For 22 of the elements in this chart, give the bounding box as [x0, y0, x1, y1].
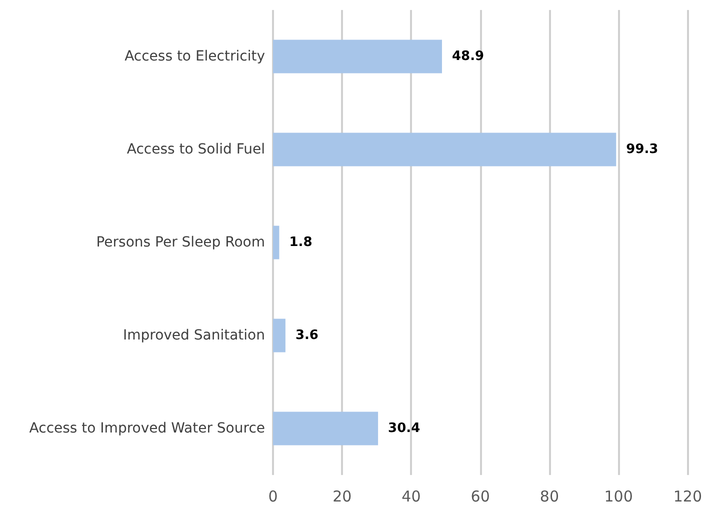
y-tick-label: Persons Per Sleep Room	[96, 234, 265, 250]
x-tick-label: 120	[673, 488, 702, 506]
data-label: 48.9	[452, 49, 484, 64]
data-label: 1.8	[289, 235, 312, 250]
bar	[273, 40, 442, 74]
x-tick-label: 60	[470, 488, 490, 506]
data-label: 3.6	[295, 328, 318, 343]
bar	[273, 318, 286, 352]
x-tick-label: 0	[268, 488, 278, 506]
x-tick-label: 100	[604, 488, 633, 506]
x-tick-label: 80	[540, 488, 560, 506]
x-tick-label: 40	[402, 488, 421, 506]
bar	[273, 226, 280, 260]
y-tick-label: Access to Electricity	[124, 48, 265, 64]
bar	[273, 412, 378, 446]
y-tick-label: Access to Improved Water Source	[29, 420, 265, 436]
bar	[273, 132, 616, 166]
data-label: 30.4	[388, 421, 420, 436]
data-label: 99.3	[626, 142, 658, 157]
x-tick-label: 20	[332, 488, 352, 506]
y-tick-label: Improved Sanitation	[122, 328, 265, 344]
y-tick-label: Access to Solid Fuel	[126, 142, 265, 158]
